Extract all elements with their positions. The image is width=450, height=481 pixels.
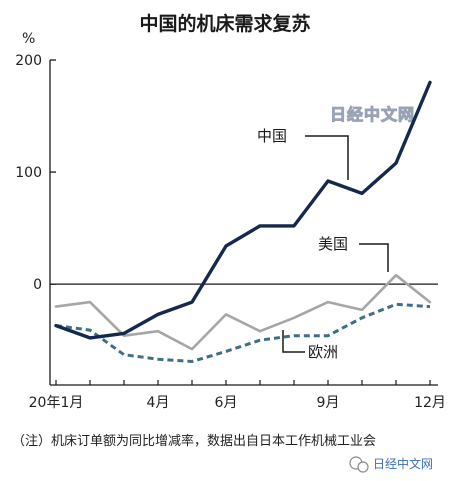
x-tick-label: 12月 — [414, 395, 446, 411]
chart-note: （注）机床订单额为同比增减率，数据出自日本工作机械工业会 — [12, 433, 376, 449]
leader-line-eu — [282, 330, 305, 353]
y-unit-label: % — [22, 31, 35, 47]
series-label-us: 美国 — [318, 235, 389, 272]
leader-line-china — [305, 135, 349, 180]
series-label-eu: 欧洲 — [282, 330, 338, 361]
watermark: 日经中文网 — [330, 105, 415, 125]
x-tick-label: 20年1月 — [29, 395, 84, 411]
series-line-europe — [55, 302, 431, 363]
x-axis: 20年1月 4月 6月 9月 12月 — [29, 380, 446, 411]
leader-line-us — [359, 243, 389, 272]
y-tick-label: 200 — [15, 53, 42, 69]
badge-text: 日经中文网 — [373, 456, 433, 471]
chart-title: 中国的机床需求复苏 — [139, 12, 310, 35]
y-axis: 200 100 0 — [15, 53, 56, 293]
y-tick-label: 0 — [33, 277, 42, 293]
x-tick-label: 9月 — [317, 395, 340, 411]
series-label-china: 中国 — [257, 127, 349, 180]
x-tick-label: 6月 — [215, 395, 238, 411]
wechat-icon — [349, 456, 369, 473]
series-label-eu-text: 欧洲 — [308, 343, 338, 361]
series-line-china — [54, 80, 432, 340]
wechat-badge: 日经中文网 — [349, 456, 433, 473]
series-line-us — [54, 273, 432, 351]
watermark-text: 日经中文网 — [330, 105, 415, 124]
series-label-us-text: 美国 — [318, 235, 348, 253]
y-tick-label: 100 — [15, 165, 42, 181]
series-lines — [54, 80, 432, 363]
x-tick-label: 4月 — [147, 395, 170, 411]
series-label-china-text: 中国 — [257, 127, 287, 145]
